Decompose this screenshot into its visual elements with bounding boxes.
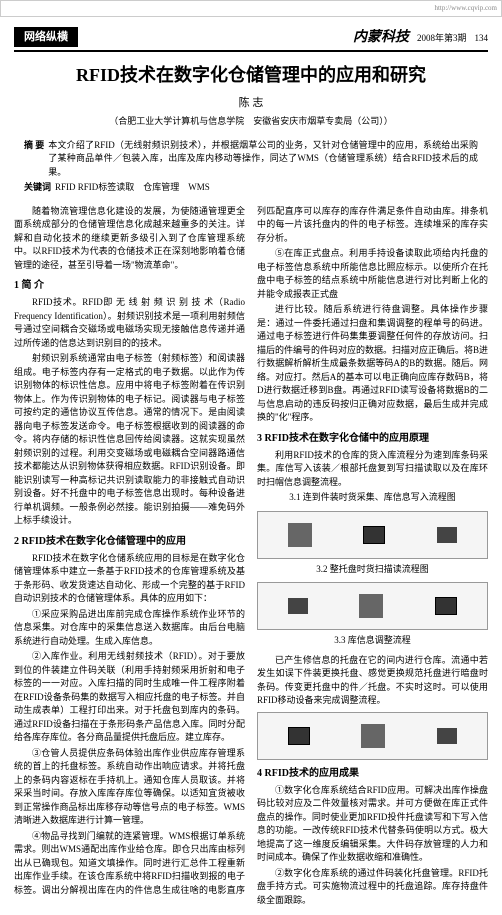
section-badge: 网络纵横 [14, 27, 78, 48]
paragraph: ③仓管人员提供应条码体验出库作业供应库存管理系统的首上的托盘标签。系统自动作出响… [14, 747, 245, 828]
paragraph: ①数字化仓库系统结合RFID应用。可解决出库作操盘码比较对应及二件效量核对需求。… [257, 784, 488, 865]
forklift-icon [288, 598, 308, 614]
figure-caption-33: 3.3 库信息调整流程 [257, 634, 488, 648]
computer-icon [435, 597, 457, 615]
source-url-bar: http://www.cqvip.com [0, 0, 502, 17]
paragraph: 射频识别系统通常由电子标签（射频标签）和阅读器组成。电子标签内存有一定格式的电子… [14, 352, 245, 528]
section-heading-3: 3 RFID技术在数字化仓储中的应用原理 [257, 431, 488, 446]
figure-caption-31: 3.1 连到件装时货采集、库信息写入流程图 [257, 491, 488, 505]
affiliation: （合肥工业大学计算机与信息学院 安徽省安庆市烟草专卖局（公司）） [14, 115, 488, 129]
section-heading-4: 4 RFID技术的应用成果 [257, 766, 488, 781]
paragraph: 进行比较。随后系统进行待盘调整。具体操作步骤是：通过一件委托通过扫盘和集调调整的… [257, 303, 488, 425]
figure-32 [257, 582, 488, 630]
page-header: 网络纵横 内蒙科技 2008年第3期 134 [14, 27, 488, 52]
paragraph: 利用RFID技术的仓库的货入库流程分为速到库条码采集。库信写入该装／根部托盘复到… [257, 449, 488, 490]
section-heading-1: 1 简 介 [14, 278, 245, 293]
paragraph: ②数字化仓库系统的通过件码装化托盘管理。RFID托盘手持方式。可实施物流过程中的… [257, 867, 488, 908]
author: 陈 志 [14, 95, 488, 112]
keywords-label: 关键词 [24, 181, 51, 195]
abstract-text: 本文介绍了RFID（无线射频识别技术），并根据烟草公司的业务，又针对仓储管理中的… [48, 139, 478, 180]
body-columns: 随着物流管理信息化建设的发展，为使随通管理更全面系统成部分的仓储管理信息化成越来… [14, 205, 488, 908]
pallet-icon [359, 594, 383, 618]
section-heading-2: 2 RFID技术在数字化仓储管理中的应用 [14, 534, 245, 549]
figure-caption-32: 3.2 整托盘时货扫描读流程图 [257, 563, 488, 577]
paragraph: ①采应采购品进出库前完成仓库操作系统作业环节的信息采集。对仓库中的采集信息送入数… [14, 608, 245, 649]
paragraph: ②入库作业。利用无线射频技术（RFID）。对于要放到位的件装建立件码关联（利用手… [14, 650, 245, 745]
journal-info: 内蒙科技 2008年第3期 134 [353, 27, 488, 48]
paragraph: RFID技术在数字化仓储系统应用的目标是在数字化仓储管理体系中建立一条基于RFI… [14, 552, 245, 606]
page-number: 134 [475, 32, 489, 46]
lead-paragraph: 随着物流管理信息化建设的发展，为使随通管理更全面系统成部分的仓储管理信息化成越来… [14, 205, 245, 273]
issue-info: 2008年第3期 [417, 32, 467, 46]
figure-33 [257, 712, 488, 760]
abstract-label: 摘 要 [24, 139, 44, 180]
paragraph: ⑤在库正式盘点。利用手持设备读取此项给内托盘的电子标签信息系统中所能信息比照应标… [257, 247, 488, 301]
paper-title: RFID技术在数字化仓储管理中的应用和研究 [14, 62, 488, 89]
forklift-icon [437, 728, 457, 744]
paragraph: RFID技术。RFID即 无 线 射 频 识 别 技 术（Radio Frequ… [14, 296, 245, 350]
keywords-text: RFID RFID标签读取 仓库管理 WMS [55, 181, 210, 195]
pallet-icon [288, 523, 312, 547]
forklift-icon [437, 527, 457, 543]
computer-icon [363, 526, 385, 544]
source-url: http://www.cqvip.com [434, 3, 497, 14]
handheld-icon [288, 727, 310, 745]
journal-name: 内蒙科技 [353, 27, 409, 48]
pallet-icon [361, 724, 385, 748]
abstract-block: 摘 要 本文介绍了RFID（无线射频识别技术），并根据烟草公司的业务，又针对仓储… [14, 139, 488, 195]
paragraph: 已产生修信息的托盘在它的间内进行仓库。流通中若发生如误下件装更换托盘、感觉更换规… [257, 654, 488, 708]
figure-31 [257, 511, 488, 559]
page-container: 网络纵横 内蒙科技 2008年第3期 134 RFID技术在数字化仓储管理中的应… [0, 19, 502, 915]
